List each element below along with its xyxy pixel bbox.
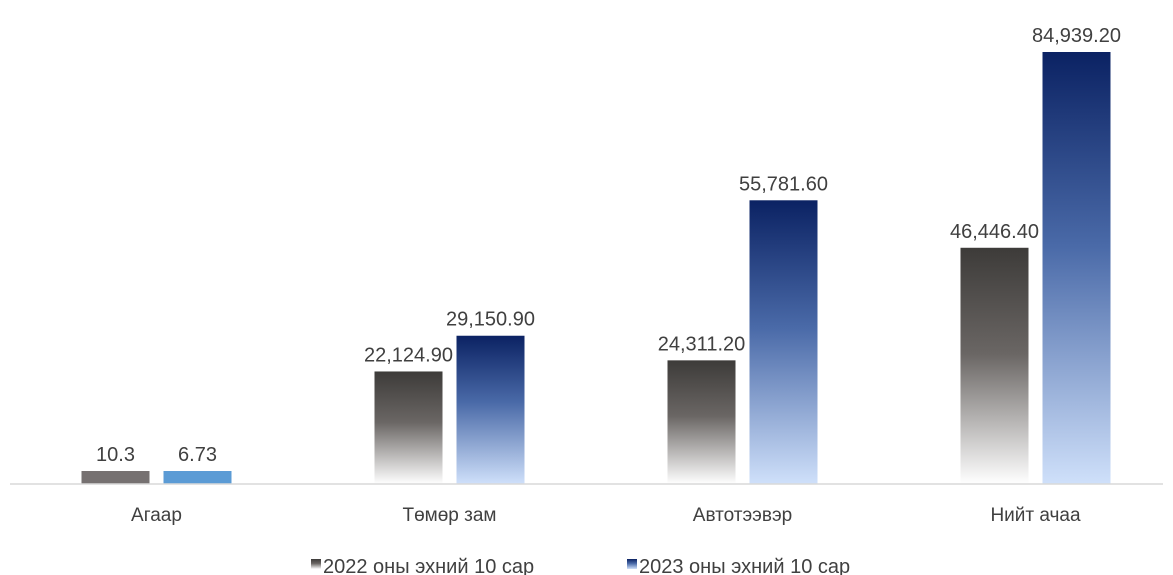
bar-2023-cat-0 [163,471,232,484]
legend-label-2022: 2022 оны эхний 10 сар [323,556,534,575]
bar-2022-cat-3 [960,247,1029,484]
category-label-3: Нийт ачаа [990,505,1081,526]
category-label-0: Агаар [131,505,182,526]
data-labels-group: 10.3 6.73 22,124.90 29,150.90 24,311.20 55,78… [96,25,1121,466]
bar-2022-cat-1 [374,371,443,484]
bars-group [81,52,1111,484]
category-label-2: Автотээвэр [693,505,792,526]
data-label-2022-cat-2: 24,311.20 [658,333,746,355]
legend-label-2023: 2023 оны эхний 10 сар [639,556,850,575]
legend: 2022 оны эхний 10 сар 2023 оны эхний 10 … [311,556,850,575]
bar-2022-cat-0 [81,471,150,484]
bar-2022-cat-2 [667,360,736,484]
data-label-2023-cat-3: 84,939.20 [1032,25,1121,47]
category-label-1: Төмөр зам [403,505,497,526]
data-label-2022-cat-1: 22,124.90 [364,344,453,366]
legend-swatch-2023 [627,559,637,569]
data-label-2023-cat-2: 55,781.60 [739,173,828,195]
data-label-2023-cat-1: 29,150.90 [446,309,535,331]
bar-2023-cat-3 [1042,52,1111,484]
data-label-2023-cat-0: 6.73 [178,444,217,466]
data-label-2022-cat-0: 10.3 [96,444,135,466]
category-labels-group: Агаар Төмөр зам Автотээвэр Нийт ачаа [131,505,1081,526]
bar-2023-cat-2 [749,200,818,484]
data-label-2022-cat-3: 46,446.40 [950,221,1039,243]
legend-swatch-2022 [311,559,321,569]
bar-2023-cat-1 [456,335,525,484]
